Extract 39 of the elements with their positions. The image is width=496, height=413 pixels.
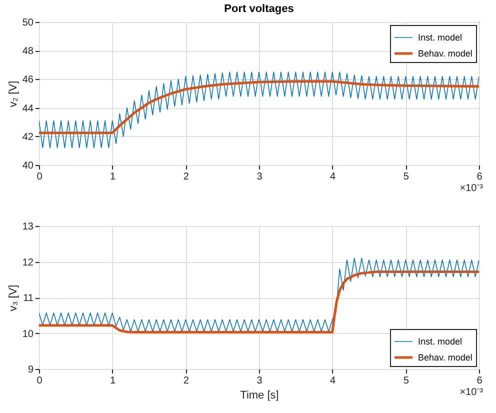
y-axis-title: v₃ [V] — [7, 284, 20, 312]
x-tick-label: 2 — [183, 172, 190, 182]
text: ×10⁻³ — [460, 387, 484, 398]
y-tick-label: 13 — [22, 222, 34, 232]
x-tick-label: 5 — [403, 376, 410, 386]
x-tick-label: 4 — [330, 172, 336, 182]
x-tick-label: 3 — [256, 172, 263, 182]
y-tick-label: 10 — [22, 328, 34, 340]
legend-label: Inst. model — [418, 32, 462, 42]
y-tick-label: 48 — [22, 46, 34, 58]
legend-label: Behav. model — [418, 352, 472, 362]
line-series — [39, 80, 479, 134]
x-tick-label: 5 — [403, 172, 410, 182]
x-tick-label: 2 — [183, 376, 190, 386]
line-series — [39, 258, 479, 332]
line-series — [39, 72, 479, 148]
x-tick-label: 4 — [330, 376, 336, 386]
x-tick-label: 6 — [476, 172, 483, 182]
x-tick-label: 6 — [476, 376, 483, 386]
y-tick-label: 40 — [22, 160, 34, 172]
y-tick-label: 9 — [28, 364, 34, 376]
x-tick-label: 1 — [110, 376, 116, 386]
y-axis-title: v₂ [V] — [7, 80, 20, 108]
y-tick-label: 46 — [22, 74, 34, 86]
x-tick-label: 0 — [36, 376, 43, 386]
x-tick-label: 3 — [256, 376, 263, 386]
x-axis-title: Time [s] — [240, 390, 279, 402]
x-tick-label: 1 — [110, 172, 116, 182]
y-tick-label: 44 — [22, 103, 34, 114]
y-tick-label: 50 — [22, 18, 34, 28]
text: ×10⁻³ — [460, 183, 484, 194]
x-tick-label: 0 — [36, 172, 43, 182]
line-series — [39, 270, 479, 334]
y-tick-label: 42 — [22, 132, 34, 143]
legend-label: Inst. model — [418, 336, 462, 346]
y-tick-label: 11 — [23, 293, 34, 304]
legend-label: Behav. model — [418, 48, 472, 58]
chart-title: Port voltages — [224, 3, 294, 15]
y-tick-label: 12 — [22, 257, 34, 268]
